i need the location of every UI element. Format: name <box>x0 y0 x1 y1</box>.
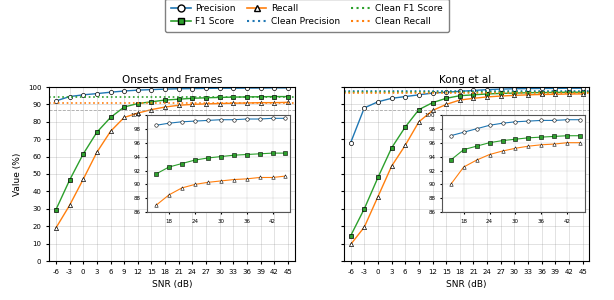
Legend: Precision, F1 Score, Recall, Clean Precision, Clean F1 Score, Clean Recall: Precision, F1 Score, Recall, Clean Preci… <box>166 0 448 32</box>
X-axis label: SNR (dB): SNR (dB) <box>446 280 487 289</box>
Y-axis label: Value (%): Value (%) <box>14 152 23 196</box>
Title: Onsets and Frames: Onsets and Frames <box>122 75 222 85</box>
Title: Kong et al.: Kong et al. <box>439 75 494 85</box>
X-axis label: SNR (dB): SNR (dB) <box>152 280 192 289</box>
